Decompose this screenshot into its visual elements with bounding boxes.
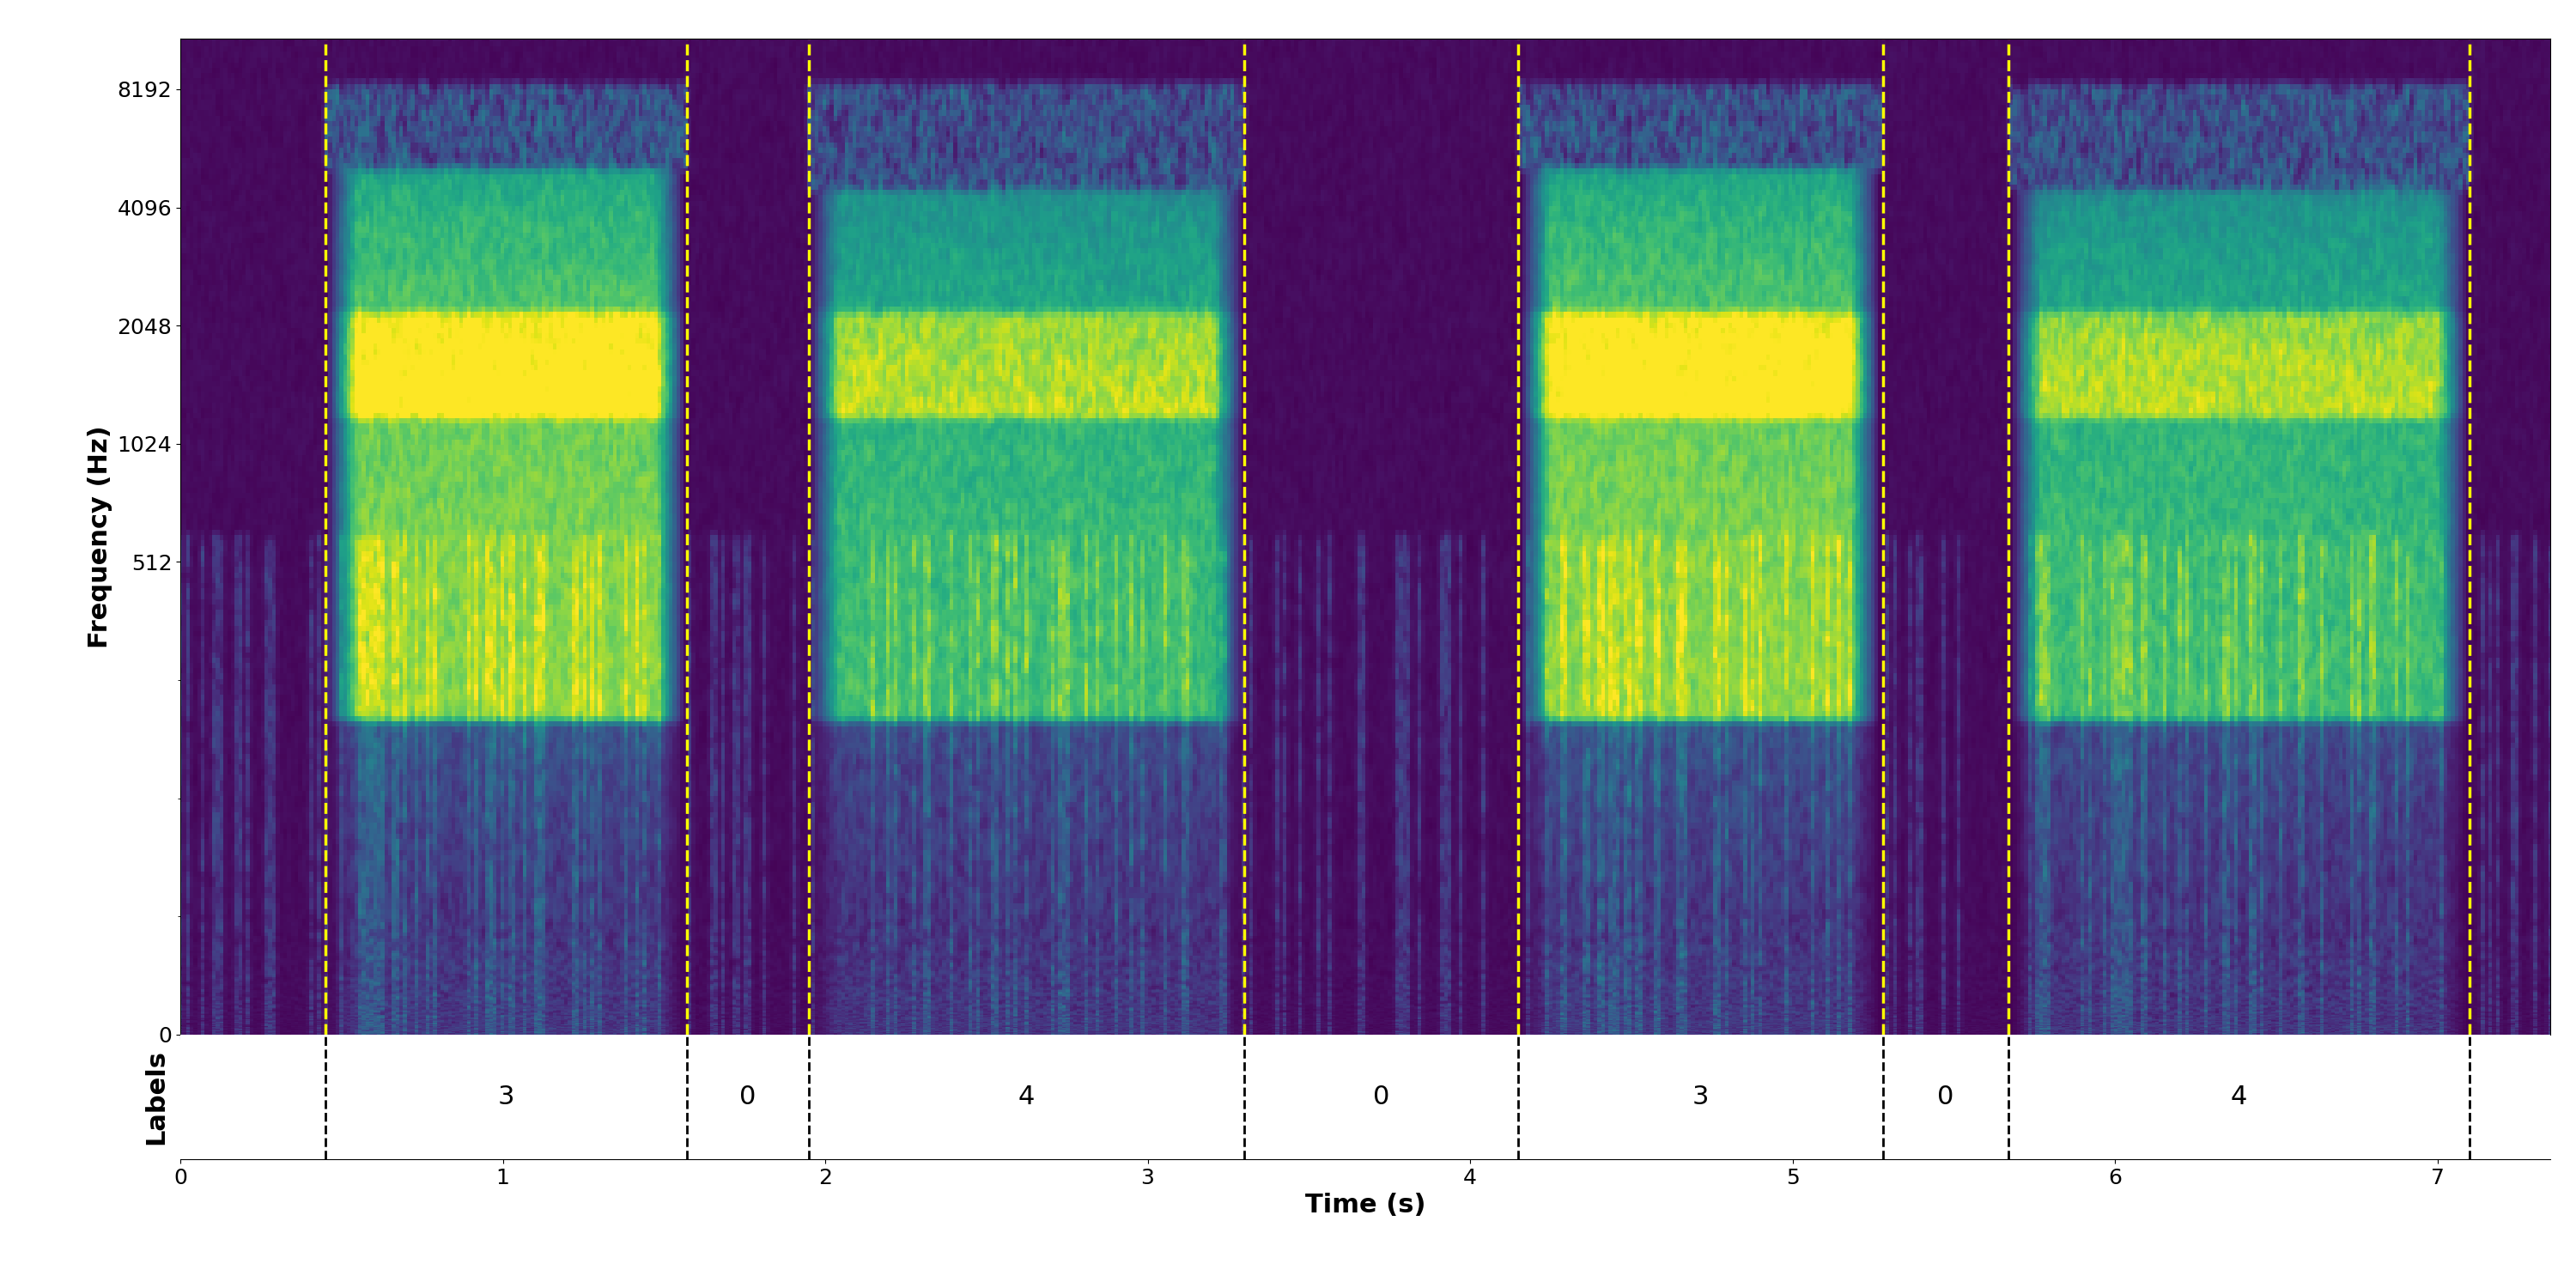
Y-axis label: Frequency (Hz): Frequency (Hz) (88, 425, 113, 648)
Text: 4: 4 (2231, 1084, 2246, 1109)
Text: 4: 4 (1018, 1084, 1036, 1109)
Text: 0: 0 (1373, 1084, 1388, 1109)
Y-axis label: Labels: Labels (144, 1050, 167, 1145)
Text: 0: 0 (739, 1084, 757, 1109)
Text: 0: 0 (1937, 1084, 1955, 1109)
X-axis label: Time (s): Time (s) (1306, 1193, 1425, 1218)
Text: 3: 3 (497, 1084, 515, 1109)
Text: 3: 3 (1692, 1084, 1708, 1109)
